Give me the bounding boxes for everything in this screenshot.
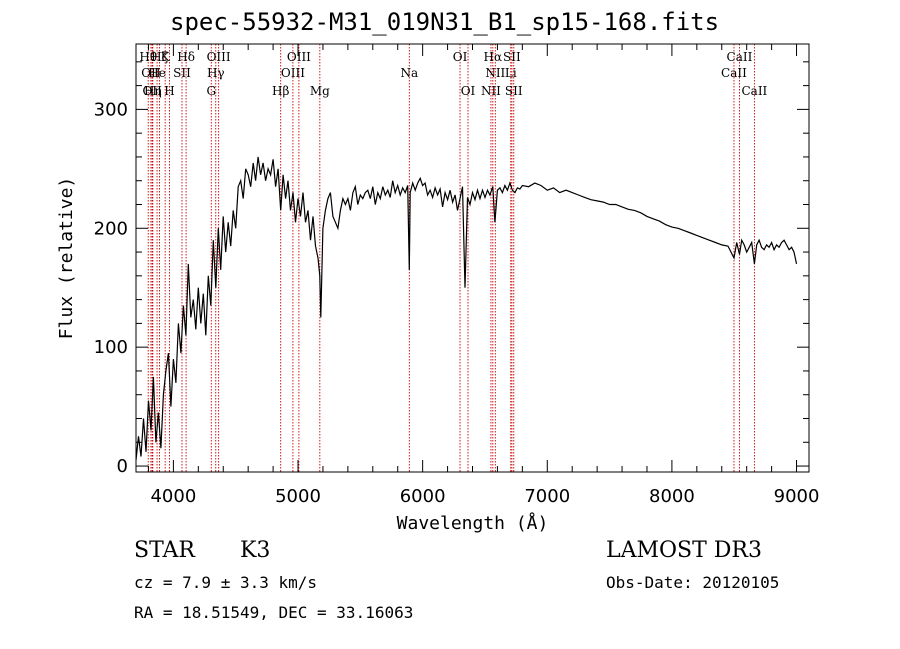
- line-marker-label: OIII: [281, 66, 305, 80]
- line-marker-label: Hγ: [207, 66, 225, 80]
- survey-name: LAMOST DR3: [606, 538, 762, 563]
- x-axis-label: Wavelength (Å): [397, 512, 549, 534]
- line-marker-label: Hβ: [272, 84, 289, 98]
- y-tick-label: 200: [94, 218, 128, 239]
- line-marker-label: SII: [173, 66, 191, 80]
- line-marker-label: OII: [141, 66, 161, 80]
- x-tick-label: 4000: [150, 486, 196, 507]
- line-marker-label: Li: [505, 66, 517, 80]
- line-marker-label: G: [206, 84, 216, 98]
- obs-date: Obs-Date: 20120105: [606, 573, 780, 592]
- line-marker-label: OIII: [287, 50, 311, 64]
- line-marker-label: OIII: [207, 50, 231, 64]
- plot-frame: [135, 43, 810, 473]
- line-marker-label: K: [161, 50, 171, 64]
- line-marker-label: Hα: [484, 50, 503, 64]
- line-marker-label: OI: [453, 50, 468, 64]
- x-tick-label: 7000: [524, 486, 570, 507]
- line-markers: [147, 44, 755, 472]
- object-class: STAR: [134, 538, 195, 563]
- y-axis-label: Flux (relative): [56, 177, 77, 340]
- y-tick-label: 100: [94, 337, 128, 358]
- redshift-value: cz = 7.9 ± 3.3 km/s: [134, 573, 318, 592]
- line-marker-label: SII: [505, 84, 523, 98]
- line-marker-label: He: [148, 66, 166, 80]
- axis-ticks: [136, 44, 809, 472]
- line-marker-label: NII: [481, 84, 501, 98]
- object-subclass: K3: [240, 538, 271, 563]
- coordinates: RA = 18.51549, DEC = 33.16063: [134, 603, 414, 622]
- x-tick-label: 9000: [774, 486, 820, 507]
- line-marker-label: Hη: [144, 84, 162, 98]
- line-marker-label: OII: [143, 84, 163, 98]
- spectrum-line: [135, 156, 798, 461]
- line-marker-label: CaII: [741, 84, 767, 98]
- line-marker-label: Hζ: [151, 50, 168, 64]
- line-marker-label: OI: [461, 84, 476, 98]
- line-marker-label: Na: [400, 66, 418, 80]
- line-marker-label: SII: [503, 50, 521, 64]
- x-tick-label: 5000: [275, 486, 321, 507]
- line-marker-label: CaII: [727, 50, 753, 64]
- x-tick-label: 6000: [400, 486, 446, 507]
- line-marker-label: CaII: [721, 66, 747, 80]
- line-marker-labels: HθOIIOIIHηHeHζKHSIIHδGHγOIIIHβOIIIOIIIMg…: [139, 50, 767, 98]
- axis-tick-labels: 4000 5000 6000 7000 8000 9000 0 100 200 300: [94, 99, 820, 507]
- x-tick-label: 8000: [649, 486, 695, 507]
- line-marker-label: Hδ: [177, 50, 195, 64]
- line-marker-label: Hθ: [139, 50, 157, 64]
- line-marker-label: H: [164, 84, 174, 98]
- line-marker-label: Mg: [310, 84, 330, 98]
- chart-title: spec-55932-M31_019N31_B1_sp15-168.fits: [170, 8, 720, 36]
- line-marker-label: NII: [485, 66, 505, 80]
- y-tick-label: 300: [94, 99, 128, 120]
- y-tick-label: 0: [117, 456, 128, 477]
